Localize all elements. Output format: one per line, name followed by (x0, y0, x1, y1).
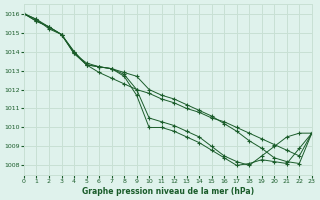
X-axis label: Graphe pression niveau de la mer (hPa): Graphe pression niveau de la mer (hPa) (82, 187, 254, 196)
